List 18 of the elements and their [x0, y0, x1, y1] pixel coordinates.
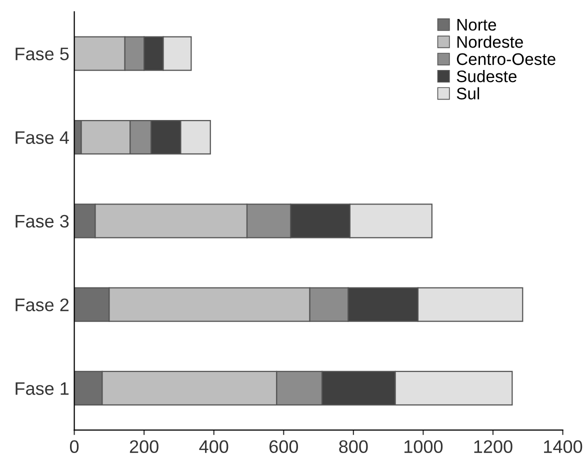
x-tick-label: 1000 — [404, 440, 443, 454]
legend-label: Sudeste — [456, 70, 516, 82]
legend-label: Centro-Oeste — [456, 53, 556, 66]
y-tick-label: Fase 3 — [16, 214, 69, 228]
y-tick-label: Fase 2 — [16, 298, 69, 312]
legend-label: Nordeste — [457, 36, 523, 48]
y-tick-label: Fase 5 — [16, 48, 69, 60]
x-tick-label: 1200 — [474, 440, 512, 454]
x-tick-label: 1400 — [544, 440, 582, 454]
legend-label: Sul — [456, 87, 480, 100]
x-tick-label: 200 — [130, 440, 158, 454]
x-tick-label: 800 — [339, 440, 368, 454]
x-tick-label: 400 — [199, 440, 228, 454]
x-tick-label: 0 — [70, 440, 79, 454]
y-tick-label: Fase 1 — [16, 382, 69, 395]
legend-label: Norte — [457, 19, 496, 31]
y-tick-label: Fase 4 — [16, 131, 69, 144]
x-tick-label: 600 — [269, 440, 298, 454]
